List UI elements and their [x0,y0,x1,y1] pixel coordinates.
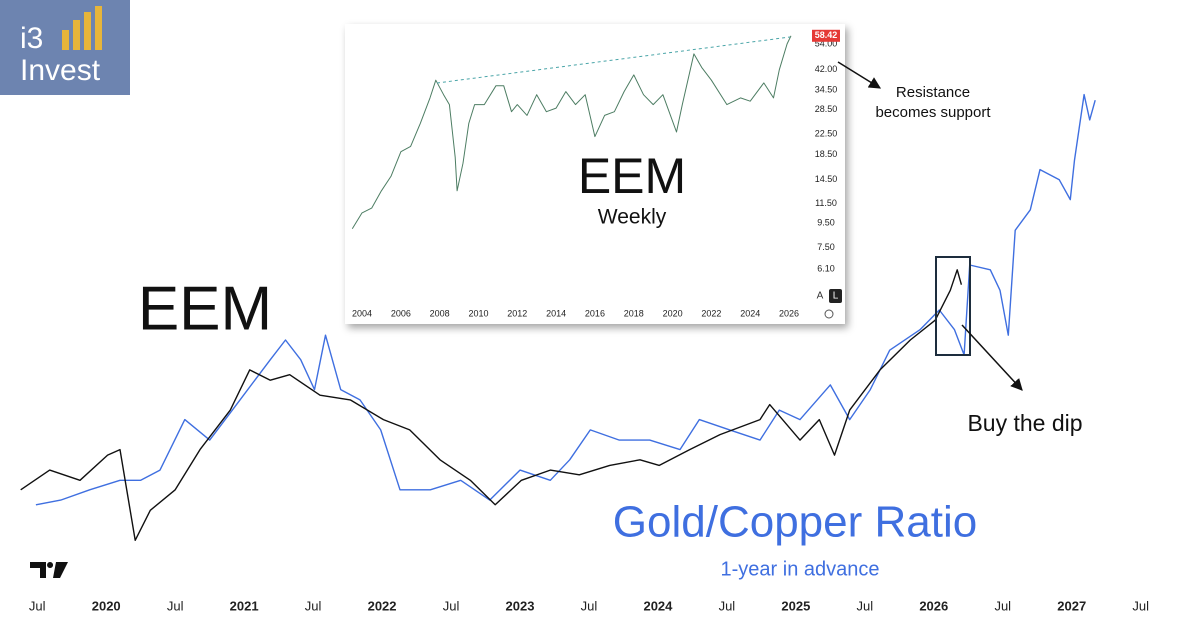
x-tick-label: 2012 [507,308,527,318]
x-tick-label: 2014 [546,308,566,318]
x-tick-label: 2020 [92,598,121,613]
x-tick-label: Jul [305,598,322,613]
subtitle: 1-year in advance [721,558,880,580]
logo-bar [84,12,91,50]
x-tick-label: 2027 [1057,598,1086,613]
x-tick-label: 2021 [230,598,259,613]
x-tick-label: 2004 [352,308,372,318]
y-tick-label: 9.50 [817,218,835,228]
price-label: 58.42 [815,30,838,40]
tradingview-logo [30,562,68,578]
highlight-box [935,256,971,356]
x-tick-label: 2016 [585,308,605,318]
y-tick-label: 54.00 [815,38,838,48]
logo-bar [95,6,102,50]
x-tick-label: 2025 [781,598,810,613]
y-tick-label: 34.50 [815,85,838,95]
logo-text: i3 [20,22,43,55]
line [351,35,792,230]
y-tick-label: 18.50 [815,149,838,159]
x-tick-label: Jul [443,598,460,613]
inset-subtitle: Weekly [598,206,667,229]
price-badge [812,29,840,42]
y-tick-label: 28.50 [815,104,838,114]
line [35,93,1096,506]
logo-bar [62,30,69,50]
x-tick-label: 2018 [624,308,644,318]
x-tick-label: Jul [1132,598,1149,613]
inset-panel [345,24,845,324]
x-tick-label: Jul [29,598,46,613]
x-tick-label: 2022 [368,598,397,613]
x-tick-label: Jul [581,598,598,613]
x-tick-label: 2010 [468,308,488,318]
control-bg[interactable] [829,289,842,303]
x-tick-label: 2022 [701,308,721,318]
logo-text: Invest [20,54,101,87]
annotation: Buy the dip [967,410,1082,436]
arrow [837,61,882,89]
x-tick-label: 2026 [919,598,948,613]
control[interactable]: A [817,291,824,302]
inset-chart: 2004 2006 2008 2010 2012 2014 2016 2018 2020 2022… [351,29,840,318]
y-tick-label: 22.50 [815,129,838,139]
series-label: Gold/Copper Ratio [613,498,977,547]
x-tick-label: Jul [994,598,1011,613]
y-tick-label: 11.50 [815,198,837,208]
x-tick-label: 2020 [663,308,683,318]
annotation: Resistance [896,84,970,101]
y-tick-label: 42.00 [815,64,838,74]
x-tick-label: 2006 [391,308,411,318]
annotation: becomes support [875,104,991,121]
x-tick-label: Jul [857,598,874,613]
inset-title: EEM [578,148,686,204]
logo: i3 Invest [0,0,130,95]
y-tick-label: 6.10 [817,263,835,273]
x-tick-label: 2026 [779,308,799,318]
x-tick-label: 2023 [506,598,535,613]
settings-icon[interactable] [824,309,834,319]
line [20,269,963,541]
y-tick-label: 7.50 [817,242,835,252]
control[interactable]: L [833,291,839,302]
x-tick-label: Jul [719,598,736,613]
main-chart: Jul 2020 Jul 2021 Jul 2022 Jul 2023 Jul 2024 Jul 20… [20,93,1149,613]
x-tick-label: 2008 [430,308,450,318]
y-tick-label: 14.50 [815,174,838,184]
trend-line [436,36,791,84]
x-tick-label: Jul [167,598,184,613]
x-tick-label: 2024 [643,598,673,613]
x-tick-label: 2024 [740,308,760,318]
logo-bar [73,20,80,50]
arrow [961,324,1023,391]
series-label: EEM [138,274,272,343]
